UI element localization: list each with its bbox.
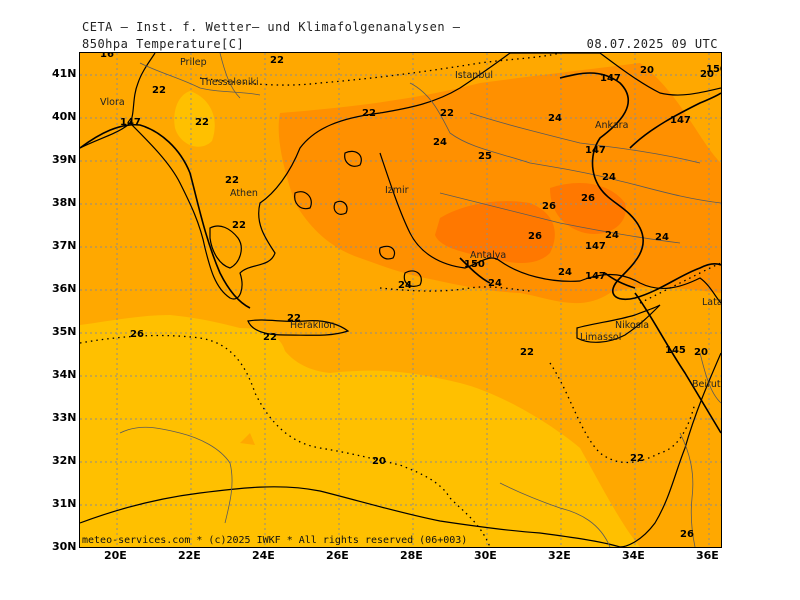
longitude-tick-label: 28E	[400, 549, 423, 562]
contour-value-label: 26	[528, 231, 542, 242]
map-title: CETA – Inst. f. Wetter– und Klimafolgena…	[82, 20, 461, 34]
contour-value-label: 26	[581, 193, 595, 204]
latitude-tick-label: 32N	[52, 454, 77, 467]
contour-value-label: 24	[488, 278, 502, 289]
contour-labels: 16 22 22 22 22 22 22 22 22 22 22 22 24 24 24 24 24 24 24 24…	[100, 53, 721, 540]
contour-value-label: 147	[600, 73, 621, 84]
coastlines	[80, 53, 721, 547]
longitude-tick-label: 32E	[548, 549, 571, 562]
contour-value-label: 145	[665, 345, 686, 356]
contour-value-label: 150	[464, 259, 485, 270]
map-frame: Prilep Thessaloniki Vlora Athen Izmir Istanbu…	[79, 52, 722, 548]
contour-value-label: 25	[478, 151, 492, 162]
shade-24-26	[278, 63, 721, 304]
contour-value-label: 22	[270, 55, 284, 66]
longitude-tick-label: 26E	[326, 549, 349, 562]
city-label: Athen	[230, 188, 258, 199]
city-label: Limassol	[580, 332, 621, 343]
contour-value-label: 20	[700, 69, 714, 80]
contour-value-label: 26	[680, 529, 694, 540]
contour-value-label: 20	[694, 347, 708, 358]
longitude-tick-label: 24E	[252, 549, 275, 562]
contour-value-label: 147	[120, 117, 141, 128]
city-label: Beirut	[692, 379, 721, 390]
contour-value-label: 24	[602, 172, 616, 183]
city-label: Izmir	[385, 185, 409, 196]
contour-value-label: 147	[585, 271, 606, 282]
contour-value-label: 147	[585, 241, 606, 252]
latitude-tick-label: 41N	[52, 67, 77, 80]
contour-value-label: 22	[195, 117, 209, 128]
city-label: Nikosia	[615, 320, 649, 331]
latitude-tick-label: 31N	[52, 497, 77, 510]
contour-value-label: 26	[542, 201, 556, 212]
contour-value-label: 24	[398, 280, 412, 291]
contour-value-label: 24	[433, 137, 447, 148]
graticule	[80, 53, 721, 547]
contour-value-label: 22	[232, 220, 246, 231]
contour-value-label: 22	[287, 313, 301, 324]
latitude-tick-label: 37N	[52, 239, 77, 252]
copyright-footer: meteo-services.com * (c)2025 IWKF * All …	[82, 535, 468, 546]
valid-time: 08.07.2025 09 UTC	[586, 37, 718, 51]
longitude-tick-label: 30E	[474, 549, 497, 562]
latitude-tick-label: 40N	[52, 110, 77, 123]
city-label: Ankara	[595, 120, 628, 131]
latitude-tick-label: 33N	[52, 411, 77, 424]
contour-value-label: 22	[630, 453, 644, 464]
shade-26-28	[435, 201, 555, 263]
temperature-map: Prilep Thessaloniki Vlora Athen Izmir Istanbu…	[80, 53, 721, 547]
latitude-tick-label: 38N	[52, 196, 77, 209]
city-label: Istanbul	[455, 70, 493, 81]
cities: Prilep Thessaloniki Vlora Athen Izmir Istanbu…	[100, 57, 721, 390]
contour-value-label: 22	[362, 108, 376, 119]
city-label: Antalya	[470, 250, 506, 261]
latitude-tick-label: 35N	[52, 325, 77, 338]
contour-value-label: 24	[548, 113, 562, 124]
isotherm-24	[199, 53, 721, 304]
geopotential-contours	[80, 72, 721, 434]
contour-value-label: 20	[640, 65, 654, 76]
contour-value-label: 147	[585, 145, 606, 156]
contour-value-label: 147	[670, 115, 691, 126]
contour-value-label: 24	[655, 232, 669, 243]
product-label: 850hpa Temperature[C]	[82, 37, 245, 51]
contour-value-label: 24	[558, 267, 572, 278]
city-label: Thessaloniki	[199, 77, 259, 88]
city-label: Heraklion	[290, 320, 335, 331]
contour-value-label: 22	[440, 108, 454, 119]
city-label: Vlora	[100, 97, 125, 108]
contour-value-label: 22	[263, 332, 277, 343]
latitude-tick-label: 34N	[52, 368, 77, 381]
contour-value-label: 20	[372, 456, 386, 467]
city-label: Latakia	[702, 297, 721, 308]
latitude-tick-label: 36N	[52, 282, 77, 295]
shade-20-22-nw	[174, 91, 215, 147]
contour-value-label: 22	[152, 85, 166, 96]
contour-value-label: 22	[520, 347, 534, 358]
latitude-tick-label: 30N	[52, 540, 77, 553]
longitude-tick-label: 36E	[696, 549, 719, 562]
contour-value-label: 16	[100, 53, 114, 60]
contour-value-label: 24	[605, 230, 619, 241]
contour-value-label: 22	[225, 175, 239, 186]
longitude-tick-label: 20E	[104, 549, 127, 562]
longitude-tick-label: 34E	[622, 549, 645, 562]
longitude-tick-label: 22E	[178, 549, 201, 562]
contour-value-label: 150	[706, 64, 721, 75]
contour-value-label: 26	[130, 329, 144, 340]
latitude-tick-label: 39N	[52, 153, 77, 166]
city-label: Prilep	[180, 57, 207, 68]
